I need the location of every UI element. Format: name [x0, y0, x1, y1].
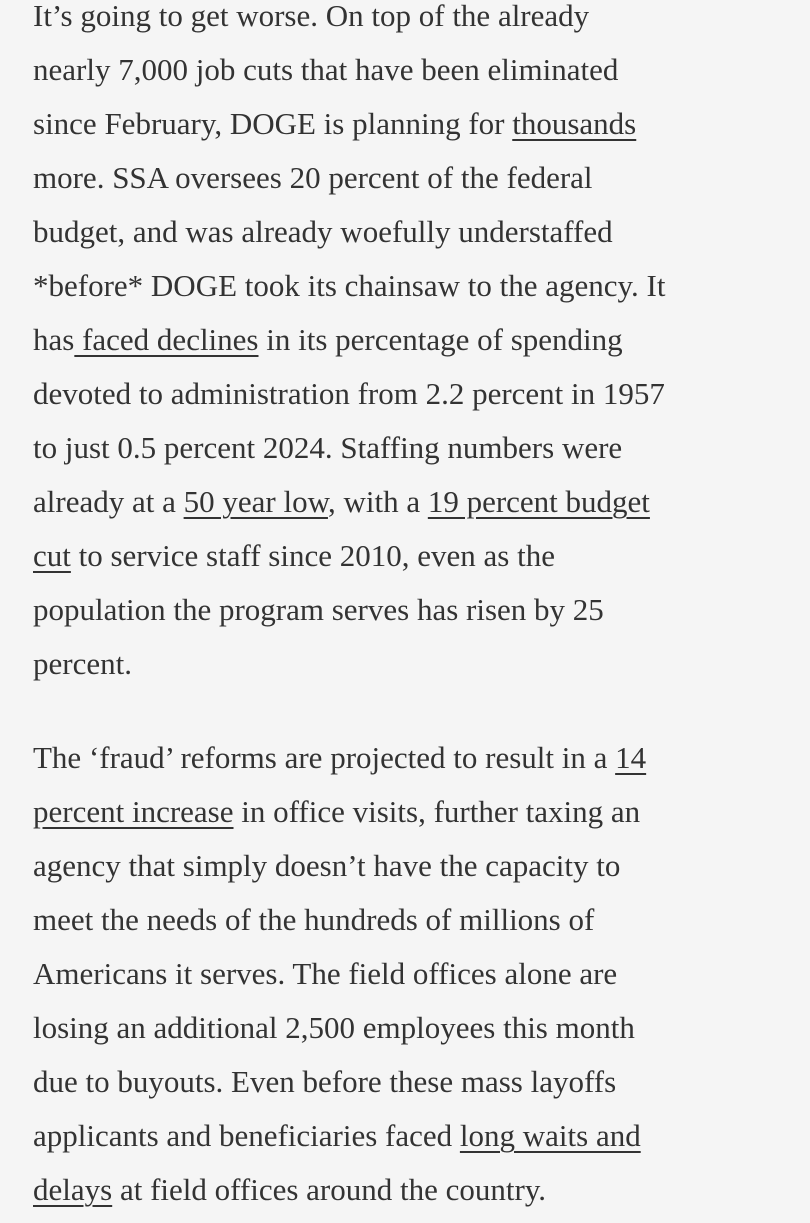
link[interactable]: 50 year low [183, 484, 328, 519]
text-span: since February, DOGE is planning for [33, 106, 513, 141]
text-line: more. SSA oversees 20 percent of the fed… [33, 151, 810, 205]
link[interactable]: cut [33, 538, 71, 573]
text-line: Americans it serves. The field offices a… [33, 947, 810, 1001]
text-line: has faced declines in its percentage of … [33, 313, 810, 367]
paragraph: The ‘fraud’ reforms are projected to res… [33, 731, 810, 1217]
text-span: in its percentage of spending [258, 322, 623, 357]
link[interactable]: percent increase [33, 794, 234, 829]
text-line: It’s going to get worse. On top of the a… [33, 0, 810, 43]
text-line: *before* DOGE took its chainsaw to the a… [33, 259, 810, 313]
link[interactable]: delays [33, 1172, 113, 1207]
paragraph: It’s going to get worse. On top of the a… [33, 0, 810, 691]
text-span: already at a [33, 484, 184, 519]
text-line: budget, and was already woefully underst… [33, 205, 810, 259]
text-line: already at a 50 year low, with a 19 perc… [33, 475, 810, 529]
text-line: applicants and beneficiaries faced long … [33, 1109, 810, 1163]
text-span: to service staff since 2010, even as the [70, 538, 555, 573]
text-span: nearly 7,000 job cuts that have been eli… [33, 52, 619, 87]
text-line: nearly 7,000 job cuts that have been eli… [33, 43, 810, 97]
text-line: losing an additional 2,500 employees thi… [33, 1001, 810, 1055]
link[interactable]: thousands [512, 106, 637, 141]
article-body: It’s going to get worse. On top of the a… [33, 0, 810, 1217]
text-span: budget, and was already woefully underst… [33, 214, 613, 249]
text-span: percent. [33, 646, 132, 681]
link[interactable]: faced declines [74, 322, 259, 357]
text-line: percent. [33, 637, 810, 691]
link[interactable]: long waits and [459, 1118, 641, 1153]
text-span: more. SSA oversees 20 percent of the fed… [33, 160, 593, 195]
text-span: due to buyouts. Even before these mass l… [33, 1064, 617, 1099]
text-span: has [33, 322, 75, 357]
text-line: to just 0.5 percent 2024. Staffing numbe… [33, 421, 810, 475]
text-line: due to buyouts. Even before these mass l… [33, 1055, 810, 1109]
text-line: percent increase in office visits, furth… [33, 785, 810, 839]
text-line: population the program serves has risen … [33, 583, 810, 637]
text-span: at field offices around the country. [112, 1172, 547, 1207]
text-line: cut to service staff since 2010, even as… [33, 529, 810, 583]
text-line: since February, DOGE is planning for tho… [33, 97, 810, 151]
link[interactable]: 14 [615, 740, 647, 775]
text-line: meet the needs of the hundreds of millio… [33, 893, 810, 947]
text-span: meet the needs of the hundreds of millio… [33, 902, 595, 937]
text-span: applicants and beneficiaries faced [33, 1118, 460, 1153]
text-line: delays at field offices around the count… [33, 1163, 810, 1217]
text-span: population the program serves has risen … [33, 592, 604, 627]
text-span: agency that simply doesn’t have the capa… [33, 848, 621, 883]
text-span: , with a [327, 484, 428, 519]
text-line: The ‘fraud’ reforms are projected to res… [33, 731, 810, 785]
text-span: *before* DOGE took its chainsaw to the a… [33, 268, 666, 303]
text-span: It’s going to get worse. On top of the a… [33, 0, 590, 33]
text-span: in office visits, further taxing an [233, 794, 641, 829]
text-span: losing an additional 2,500 employees thi… [33, 1010, 635, 1045]
text-span: The ‘fraud’ reforms are projected to res… [33, 740, 616, 775]
text-span: devoted to administration from 2.2 perce… [33, 376, 665, 411]
text-line: agency that simply doesn’t have the capa… [33, 839, 810, 893]
link[interactable]: 19 percent budget [427, 484, 650, 519]
text-span: Americans it serves. The field offices a… [33, 956, 618, 991]
text-line: devoted to administration from 2.2 perce… [33, 367, 810, 421]
text-span: to just 0.5 percent 2024. Staffing numbe… [33, 430, 623, 465]
